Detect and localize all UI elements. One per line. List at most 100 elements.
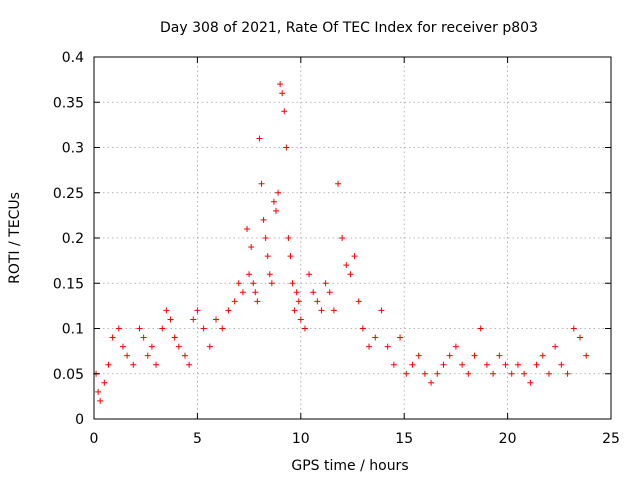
data-point <box>452 343 459 350</box>
data-point <box>144 352 151 359</box>
data-point <box>219 325 226 332</box>
data-point <box>576 334 583 341</box>
data-point <box>248 244 255 251</box>
data-point <box>322 280 329 287</box>
data-point <box>95 388 102 395</box>
data-point <box>281 108 288 115</box>
data-point <box>287 253 294 260</box>
data-point <box>502 361 509 368</box>
data-point <box>289 280 296 287</box>
data-point <box>153 361 160 368</box>
data-point <box>477 325 484 332</box>
data-point <box>330 307 337 314</box>
data-point <box>235 280 242 287</box>
data-point <box>428 379 435 386</box>
data-point <box>490 370 497 377</box>
y-tick-label: 0.15 <box>53 276 84 292</box>
x-tick-label: 15 <box>395 431 413 447</box>
data-point <box>260 216 267 223</box>
data-point <box>119 343 126 350</box>
data-point <box>465 370 472 377</box>
data-point <box>397 334 404 341</box>
x-tick-label: 5 <box>193 431 202 447</box>
data-point <box>545 370 552 377</box>
data-point <box>378 307 385 314</box>
data-point <box>130 361 137 368</box>
data-point <box>225 307 232 314</box>
chart-title: Day 308 of 2021, Rate Of TEC Index for r… <box>160 20 538 36</box>
data-point <box>206 343 213 350</box>
data-point <box>343 262 350 269</box>
data-point <box>252 289 259 296</box>
data-point <box>459 361 466 368</box>
data-point <box>552 343 559 350</box>
data-point <box>521 370 528 377</box>
data-point <box>115 325 122 332</box>
data-point <box>258 180 265 187</box>
data-point <box>318 307 325 314</box>
data-point <box>181 352 188 359</box>
data-point <box>264 253 271 260</box>
data-point <box>246 271 253 278</box>
data-point <box>434 370 441 377</box>
data-point <box>136 325 143 332</box>
data-point <box>409 361 416 368</box>
data-point <box>275 189 282 196</box>
data-point <box>310 289 317 296</box>
data-point <box>351 253 358 260</box>
data-point <box>175 343 182 350</box>
data-point <box>483 361 490 368</box>
data-point <box>285 235 292 241</box>
data-point <box>254 298 261 305</box>
data-point <box>558 361 565 368</box>
data-point <box>190 316 197 323</box>
axis-ticks <box>93 56 612 420</box>
y-tick-label: 0.4 <box>62 50 84 66</box>
data-point <box>527 379 534 386</box>
x-tick-label: 25 <box>602 431 620 447</box>
data-points <box>93 81 590 404</box>
data-point <box>97 397 104 404</box>
data-point <box>148 343 155 350</box>
x-tick-label: 0 <box>90 431 99 447</box>
data-point <box>200 325 207 332</box>
data-point <box>231 298 238 305</box>
data-point <box>295 298 302 305</box>
y-tick-label: 0.05 <box>53 367 84 383</box>
y-tick-label: 0.25 <box>53 186 84 202</box>
y-tick-label: 0.35 <box>53 95 84 111</box>
data-point <box>347 271 354 278</box>
y-tick-labels: 0 0.05 0.1 0.15 0.2 0.25 0.3 0.35 0.4 <box>53 50 84 428</box>
data-point <box>570 325 577 332</box>
data-point <box>250 280 257 287</box>
data-point <box>583 352 590 359</box>
data-point <box>293 289 300 296</box>
data-point <box>167 316 174 323</box>
data-point <box>533 361 540 368</box>
data-point <box>384 343 391 350</box>
data-point <box>101 379 108 386</box>
x-axis-label: GPS time / hours <box>291 458 408 474</box>
data-point <box>390 361 397 368</box>
data-point <box>291 307 298 314</box>
y-tick-label: 0.3 <box>62 141 84 157</box>
data-point <box>415 352 422 359</box>
data-point <box>496 352 503 359</box>
data-point <box>124 352 131 359</box>
data-point <box>213 316 220 323</box>
data-point <box>301 325 308 332</box>
grid-lines <box>94 57 611 419</box>
y-axis-label: ROTI / TECUs <box>7 192 23 284</box>
data-point <box>239 289 246 296</box>
data-point <box>163 307 170 314</box>
data-point <box>372 334 379 341</box>
data-point <box>109 334 116 341</box>
data-point <box>270 198 277 205</box>
x-tick-labels: 0 5 10 15 20 25 <box>90 431 620 447</box>
y-tick-label: 0.2 <box>62 231 84 247</box>
data-point <box>539 352 546 359</box>
data-point <box>283 144 290 151</box>
data-point <box>314 298 321 305</box>
data-point <box>256 135 263 142</box>
x-tick-label: 10 <box>292 431 310 447</box>
